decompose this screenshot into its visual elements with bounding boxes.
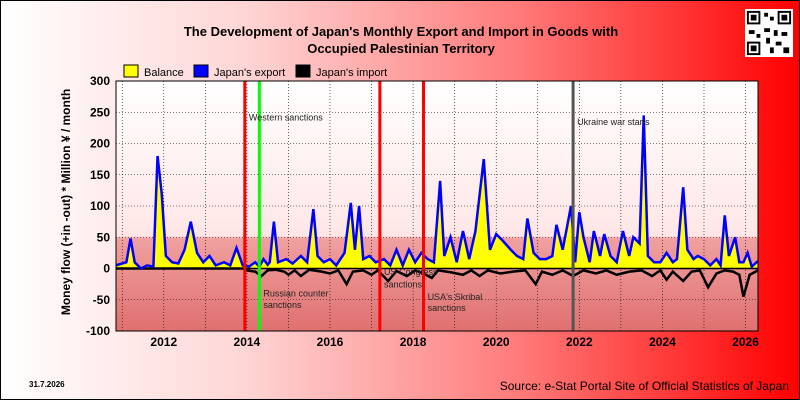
y-tick-label: 100	[90, 199, 110, 213]
event-annotation: USA's Skribal	[428, 292, 483, 302]
event-annotation: Western sanctions	[249, 112, 323, 122]
title-line-2: Occupied Palestinian Territory	[307, 41, 495, 56]
x-tick-label: 2022	[566, 335, 593, 349]
legend-swatch	[193, 64, 209, 78]
title-line-1: The Development of Japan's Monthly Expor…	[183, 24, 619, 39]
y-tick-label: 200	[90, 137, 110, 151]
y-tick-label: 50	[97, 230, 111, 244]
x-tick-label: 2026	[732, 335, 759, 349]
y-tick-label: 0	[103, 262, 110, 276]
import-line	[116, 267, 759, 297]
legend-swatch	[295, 64, 311, 78]
event-annotation: sanctions	[263, 300, 302, 310]
legend-label: Japan's export	[214, 67, 285, 79]
event-annotation: sanctions	[384, 279, 423, 289]
event-annotation: US Congress	[384, 267, 438, 277]
x-tick-label: 2012	[150, 335, 177, 349]
event-annotation: Russian counter	[263, 289, 328, 299]
x-tick-label: 2024	[649, 335, 676, 349]
legend-label: Japan's import	[316, 67, 387, 79]
y-tick-label: -50	[93, 293, 111, 307]
x-tick-label: 2014	[234, 335, 261, 349]
source-note: Source: e-Stat Portal Site of Official S…	[499, 379, 789, 393]
y-tick-label: 250	[90, 105, 110, 119]
plot-border	[115, 80, 759, 332]
chart-title: The Development of Japan's Monthly Expor…	[101, 23, 701, 57]
y-axis-label: Money flow (+in -out) * Million ¥ / mont…	[59, 88, 73, 316]
legend-swatch	[123, 64, 139, 78]
y-tick-label: 300	[90, 74, 110, 88]
x-tick-label: 2016	[317, 335, 344, 349]
event-annotation: sanctions	[428, 303, 467, 313]
x-tick-label: 2018	[400, 335, 427, 349]
legend-label: Balance	[144, 67, 184, 79]
datestamp: 31.7.2026	[29, 380, 65, 389]
x-tick-label: 2020	[483, 335, 510, 349]
export-line	[115, 115, 759, 271]
qr-code-icon	[745, 9, 793, 57]
event-annotation: Ukraine war starts	[577, 117, 650, 127]
y-tick-label: 150	[90, 168, 110, 182]
y-tick-label: -100	[86, 324, 110, 338]
